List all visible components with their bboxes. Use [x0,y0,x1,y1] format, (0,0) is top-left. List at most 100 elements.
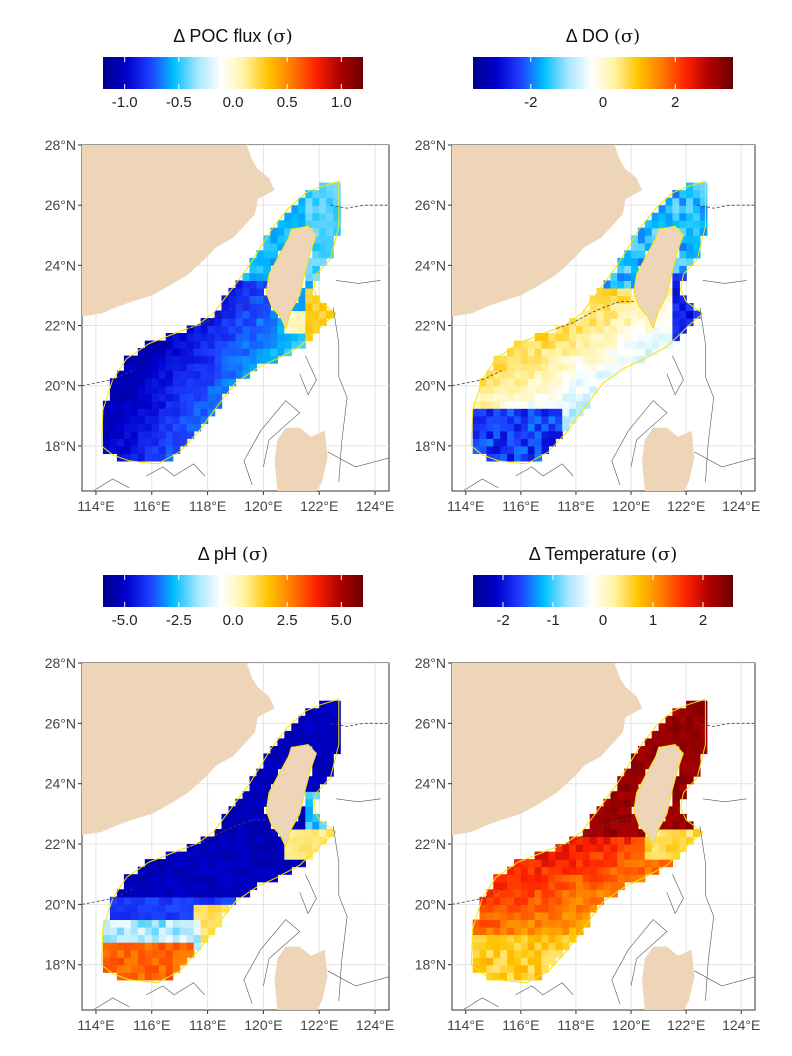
data-cell [624,851,632,860]
data-cell [617,881,625,890]
data-cell [179,859,188,868]
data-cell [235,806,244,815]
data-cell [249,303,258,312]
lat-tick-label: 28°N [415,655,446,671]
data-cell [582,310,591,319]
data-cell [305,325,313,334]
data-cell [693,723,701,732]
data-cell [172,859,181,868]
data-cell [270,348,278,357]
data-cell [312,836,320,845]
data-cell [151,348,160,357]
data-cell [472,919,481,928]
data-cell [651,212,660,221]
data-cell [130,385,139,394]
data-cell [235,333,244,342]
data-cell [242,851,251,860]
data-cell [298,738,306,747]
data-cell [263,242,271,251]
data-cell [235,310,244,319]
data-cell [624,874,632,883]
data-cell [333,190,341,199]
data-cell [624,250,632,259]
data-cell [144,874,153,883]
data-cell [479,423,487,432]
data-cell [116,393,125,402]
data-cell [679,723,687,732]
data-cell [658,859,667,868]
data-cell [520,408,529,417]
colorbar-gradient [473,575,733,607]
data-cell [179,363,188,372]
data-cell [486,927,494,936]
data-cell [172,363,181,372]
data-cell [658,340,667,349]
dashed-boundary [556,301,634,329]
data-cell [637,310,646,319]
data-cell [562,859,570,868]
data-cell [493,438,501,447]
data-cell [514,438,522,447]
data-cell [102,423,111,432]
data-cell [493,408,501,417]
data-cell [326,310,334,319]
data-cell [200,393,209,402]
data-cell [158,874,167,883]
data-cell [235,881,244,890]
data-cell [507,378,515,387]
data-cell [326,723,334,732]
data-cell [548,927,556,936]
data-cell [603,844,611,853]
data-cell [644,242,653,251]
data-cell [514,904,522,913]
data-cell [326,227,334,236]
data-cell [631,791,639,800]
data-cell [298,212,306,221]
data-cell [562,378,570,387]
data-cell [562,844,570,853]
data-cell [305,844,313,853]
data-cell [520,964,529,973]
data-cell [534,408,543,417]
data-cell [193,415,202,424]
data-cell [123,896,132,905]
data-cell [582,340,591,349]
data-cell [277,866,285,875]
data-cell [312,227,320,236]
data-cell [249,874,258,883]
bathymetry-contour [146,982,206,996]
lat-tick-label: 20°N [415,378,446,394]
data-cell [165,430,174,439]
data-cell [277,340,285,349]
data-cell [130,911,139,920]
data-cell [679,738,687,747]
data-cell [672,205,680,214]
data-cell [686,205,694,214]
data-cell [596,333,605,342]
data-cell [589,821,598,830]
data-cell [631,829,639,838]
data-cell [200,934,209,943]
data-cell [651,227,660,236]
dashed-boundary [82,888,133,905]
data-cell [631,859,639,868]
data-cell [123,445,132,454]
data-cell [637,227,646,236]
data-cell [569,363,577,372]
data-cell [582,859,591,868]
data-cell [479,949,487,958]
data-cell [172,333,181,342]
data-cell [123,370,132,379]
data-cell [548,942,556,951]
lon-tick-label: 122°E [300,498,338,514]
data-cell [693,829,701,838]
bathymetry-contour [702,798,747,803]
data-cell [158,438,167,447]
colorbar: -2 0 2 [473,57,733,111]
data-cell [541,896,549,905]
data-cell [151,964,160,973]
data-cell [651,220,660,229]
data-cell [589,333,598,342]
data-cell [312,708,320,717]
data-cell [165,874,174,883]
